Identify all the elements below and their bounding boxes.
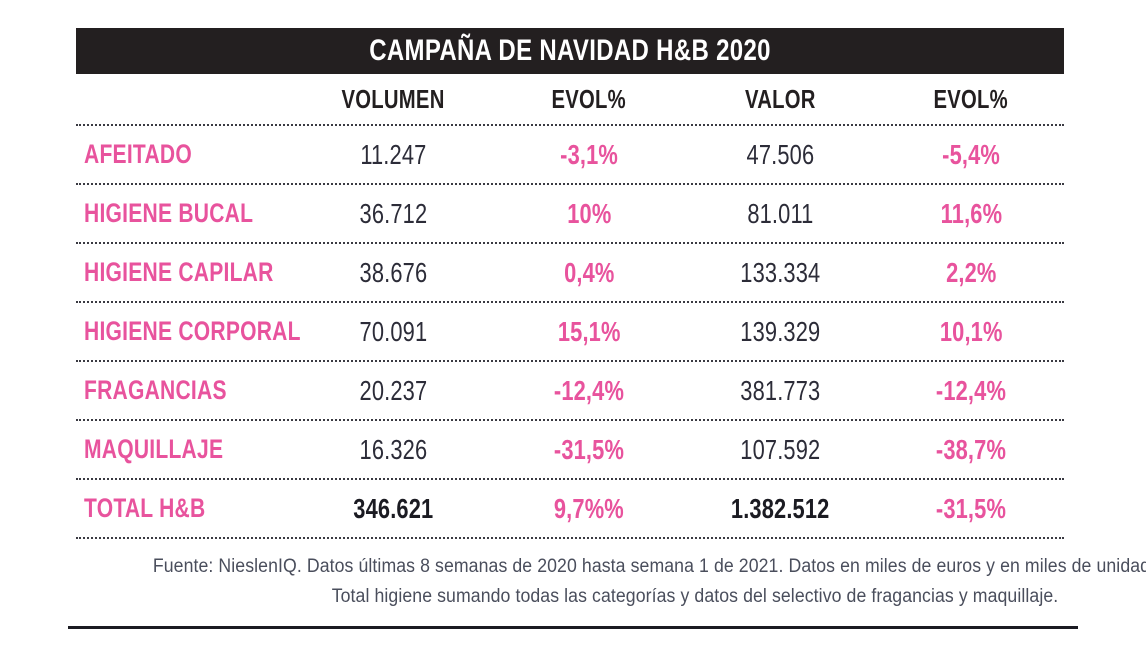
row-evol-volumen: 10% xyxy=(566,197,612,229)
header-cell-evol-valor: EVOL% xyxy=(933,84,1009,114)
row-category: HIGIENE BUCAL xyxy=(84,198,254,228)
table-row: FRAGANCIAS 20.237 -12,4% 381.773 -12,4% xyxy=(76,362,1064,419)
row-evol-valor: -38,7% xyxy=(935,433,1007,465)
header-cell-valor: VALOR xyxy=(744,84,816,114)
table-row: HIGIENE CORPORAL 70.091 15,1% 139.329 10… xyxy=(76,303,1064,360)
row-evol-volumen: -3,1% xyxy=(560,138,618,170)
row-volumen: 70.091 xyxy=(359,315,428,347)
row-divider xyxy=(76,124,1064,126)
row-category: MAQUILLAJE xyxy=(84,434,224,464)
table-title-bar: CAMPAÑA DE NAVIDAD H&B 2020 xyxy=(76,28,1064,74)
row-category: TOTAL H&B xyxy=(84,493,206,523)
bottom-rule xyxy=(68,626,1078,629)
row-evol-valor: -12,4% xyxy=(935,374,1007,406)
row-divider xyxy=(76,301,1064,303)
row-divider xyxy=(76,183,1064,185)
row-valor: 381.773 xyxy=(739,374,821,406)
row-divider xyxy=(76,360,1064,362)
header-cell-volumen: VOLUMEN xyxy=(341,84,446,114)
row-evol-volumen: 9,7%% xyxy=(554,492,624,524)
footnote-source: Fuente: NieslenIQ. Datos últimas 8 seman… xyxy=(152,556,1146,577)
row-category: FRAGANCIAS xyxy=(84,375,227,405)
row-evol-volumen: 15,1% xyxy=(557,315,621,347)
footnote-methodology: Total higiene sumando todas las categorí… xyxy=(331,586,1058,607)
footnote-block: Fuente: NieslenIQ. Datos últimas 8 seman… xyxy=(76,552,1146,612)
table-total-row: TOTAL H&B 346.621 9,7%% 1.382.512 -31,5% xyxy=(76,480,1064,537)
row-evol-volumen: -31,5% xyxy=(553,433,625,465)
row-volumen: 36.712 xyxy=(359,197,428,229)
row-valor: 133.334 xyxy=(739,256,821,288)
table-row: HIGIENE BUCAL 36.712 10% 81.011 11,6% xyxy=(76,185,1064,242)
row-evol-volumen: -12,4% xyxy=(553,374,625,406)
row-evol-volumen: 0,4% xyxy=(563,256,615,288)
table-header-row: VOLUMEN EVOL% VALOR EVOL% xyxy=(76,74,1064,124)
row-volumen: 11.247 xyxy=(360,138,427,170)
row-valor: 1.382.512 xyxy=(730,492,830,524)
row-divider xyxy=(76,537,1064,539)
page-title: CAMPAÑA DE NAVIDAD H&B 2020 xyxy=(369,34,771,67)
row-valor: 107.592 xyxy=(739,433,821,465)
row-divider xyxy=(76,242,1064,244)
row-volumen: 346.621 xyxy=(353,492,434,524)
row-evol-valor: 11,6% xyxy=(940,197,1002,229)
row-valor: 139.329 xyxy=(739,315,821,347)
data-table: CAMPAÑA DE NAVIDAD H&B 2020 VOLUMEN EVOL… xyxy=(68,28,1146,629)
row-evol-valor: -5,4% xyxy=(942,138,1000,170)
row-category: HIGIENE CORPORAL xyxy=(84,316,301,346)
row-category: HIGIENE CAPILAR xyxy=(84,257,274,287)
table-row: HIGIENE CAPILAR 38.676 0,4% 133.334 2,2% xyxy=(76,244,1064,301)
row-evol-valor: 2,2% xyxy=(945,256,997,288)
row-divider xyxy=(76,419,1064,421)
table-row: MAQUILLAJE 16.326 -31,5% 107.592 -38,7% xyxy=(76,421,1064,478)
row-volumen: 38.676 xyxy=(359,256,428,288)
row-volumen: 20.237 xyxy=(359,374,428,406)
row-valor: 47.506 xyxy=(746,138,814,170)
table-row: AFEITADO 11.247 -3,1% 47.506 -5,4% xyxy=(76,126,1064,183)
row-evol-valor: -31,5% xyxy=(935,492,1007,524)
row-volumen: 16.326 xyxy=(359,433,428,465)
header-cell-evol-volumen: EVOL% xyxy=(551,84,627,114)
row-valor: 81.011 xyxy=(746,197,814,229)
row-category: AFEITADO xyxy=(84,139,192,169)
row-divider xyxy=(76,478,1064,480)
row-evol-valor: 10,1% xyxy=(939,315,1003,347)
